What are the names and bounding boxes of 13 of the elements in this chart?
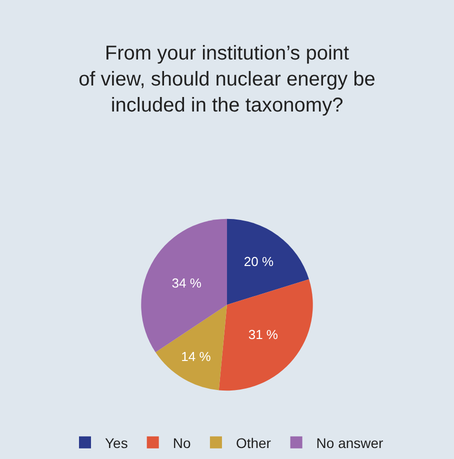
chart-title: From your institution’s point of view, should nuclear energy be included in the taxonomy?	[78, 42, 376, 117]
legend-label: Other	[236, 434, 272, 451]
legend-label: No answer	[316, 434, 384, 451]
legend-label: No	[172, 434, 191, 451]
pie-slice	[141, 218, 227, 352]
data-label: 31 %	[248, 326, 278, 342]
pie-slice	[218, 279, 313, 391]
data-label: 14 %	[181, 348, 212, 364]
legend-label: Yes	[105, 434, 128, 451]
pie-slice	[227, 218, 309, 305]
data-label: 34 %	[172, 276, 202, 291]
data-label: 20 %	[244, 254, 274, 269]
pie-slice	[156, 304, 227, 390]
